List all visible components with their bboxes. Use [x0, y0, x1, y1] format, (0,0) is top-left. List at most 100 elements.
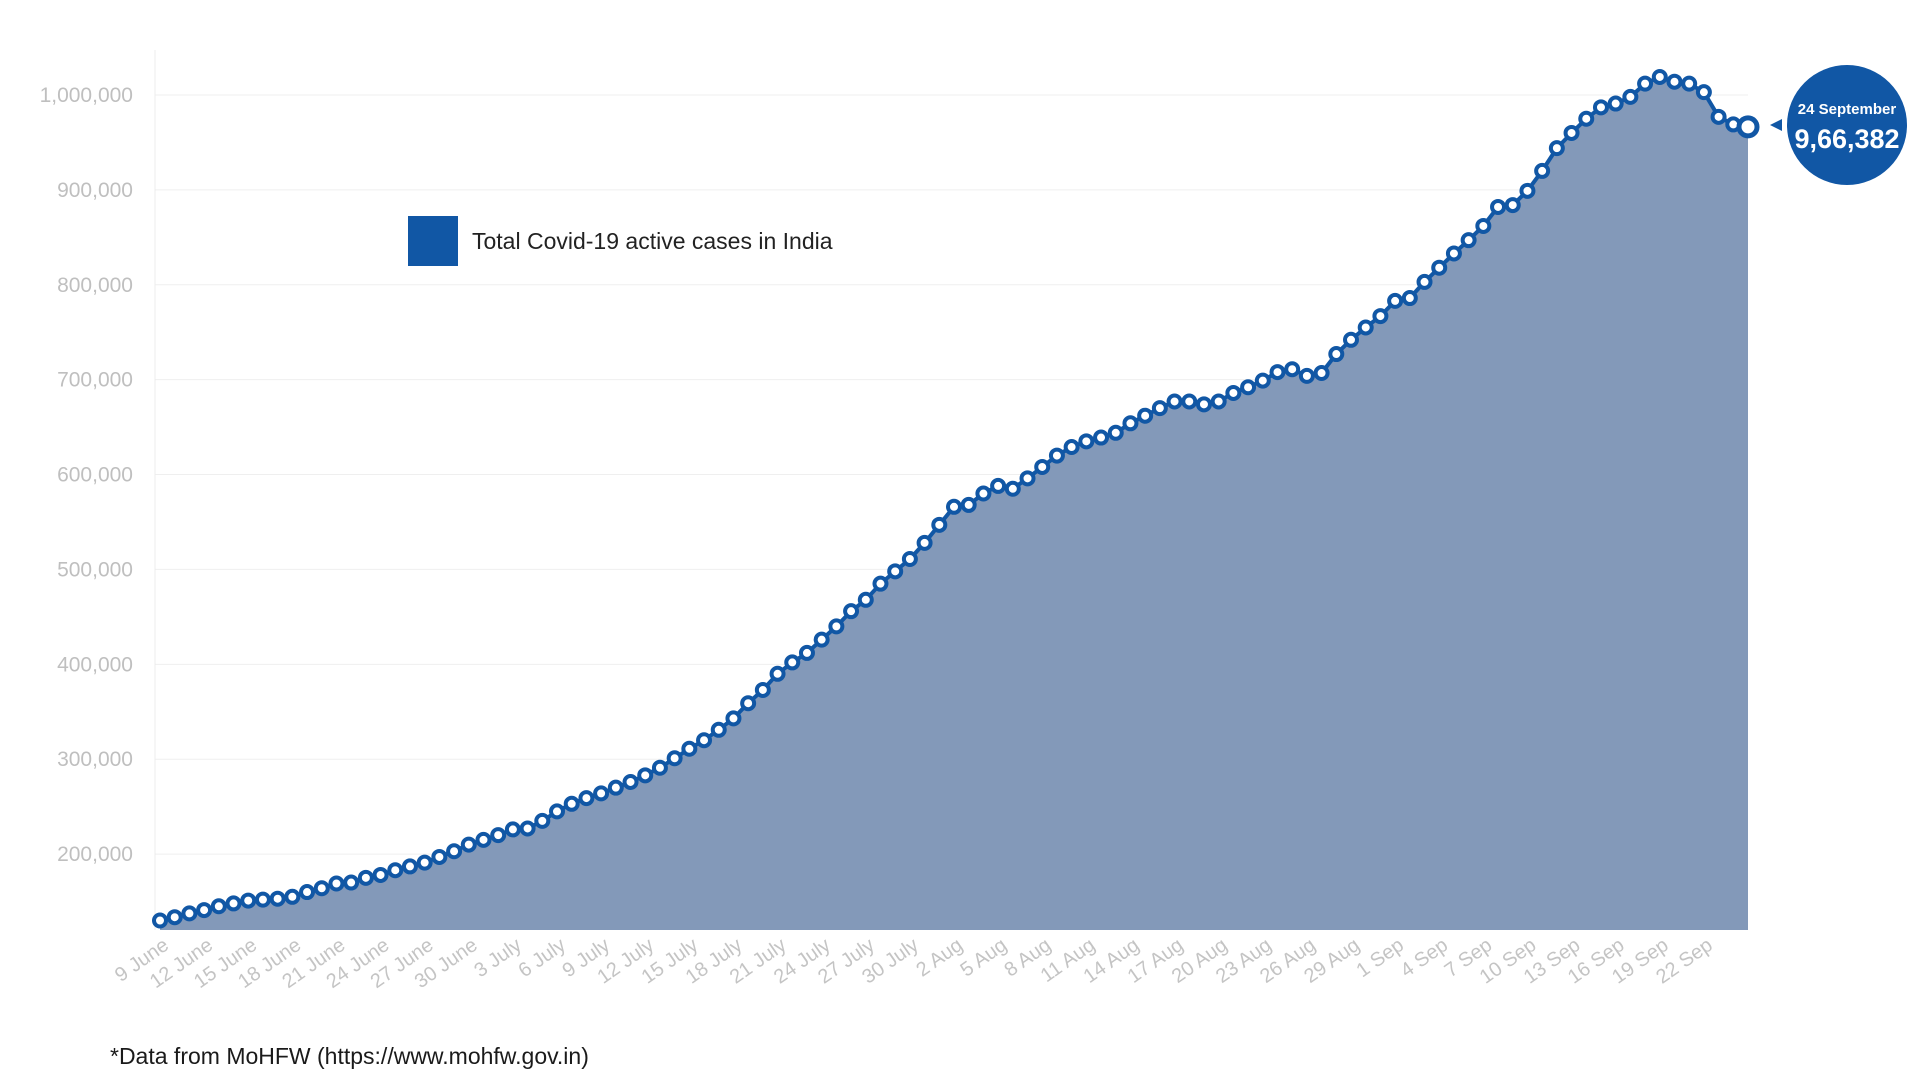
data-point	[637, 767, 654, 784]
data-point	[1592, 99, 1609, 116]
data-point	[1534, 162, 1551, 179]
data-point	[1416, 273, 1433, 290]
data-point	[328, 875, 345, 892]
data-point	[946, 498, 962, 515]
data-point	[710, 721, 727, 738]
data-point	[1490, 198, 1507, 215]
data-point	[622, 773, 639, 790]
data-point	[1607, 95, 1624, 112]
y-tick-label: 200,000	[57, 843, 133, 866]
data-point	[843, 603, 860, 620]
data-point	[931, 516, 948, 533]
x-tick-label: 5 Aug	[956, 934, 1011, 981]
data-point	[387, 862, 404, 879]
y-tick-label: 300,000	[57, 748, 133, 771]
data-point	[798, 644, 815, 661]
data-point	[916, 534, 933, 551]
data-point	[1078, 433, 1095, 450]
data-point	[1137, 407, 1154, 424]
data-point	[431, 848, 448, 865]
data-point	[549, 803, 565, 820]
data-point	[593, 785, 610, 802]
data-point	[651, 759, 668, 776]
callout-circle	[1787, 65, 1907, 185]
data-point	[1519, 182, 1536, 199]
data-point	[534, 812, 551, 829]
data-point	[1328, 346, 1345, 363]
data-point	[1387, 292, 1404, 309]
callout: 24 September 9,66,382	[1770, 65, 1907, 185]
data-point	[460, 836, 477, 853]
y-tick-label: 500,000	[57, 558, 133, 581]
data-point	[769, 665, 786, 682]
data-point	[1048, 447, 1065, 464]
data-point	[696, 732, 713, 749]
data-point	[681, 740, 698, 757]
y-tick-label: 900,000	[57, 179, 133, 202]
y-axis-ticks: 200,000 300,000 400,000 500,000 600,000 700,0…	[40, 84, 133, 866]
y-tick-label: 600,000	[57, 464, 133, 487]
legend: Total Covid-19 active cases in India	[408, 216, 833, 266]
x-tick-label: 3 July	[470, 934, 525, 982]
data-point	[225, 895, 242, 912]
area-fill	[160, 77, 1748, 930]
data-point	[1225, 384, 1242, 401]
legend-swatch	[408, 216, 458, 266]
data-point	[1651, 68, 1668, 85]
data-point	[1357, 319, 1374, 336]
data-point	[1401, 290, 1418, 307]
data-point	[740, 695, 757, 712]
data-point	[357, 869, 374, 886]
data-point	[1269, 364, 1286, 381]
data-point	[299, 884, 316, 901]
data-point	[960, 496, 977, 513]
data-point	[240, 892, 257, 909]
data-point	[975, 485, 992, 502]
data-point	[901, 550, 918, 567]
data-point	[269, 890, 286, 907]
data-point	[1736, 115, 1760, 139]
data-point	[401, 858, 418, 875]
data-point	[872, 575, 889, 592]
source-note: *Data from MoHFW (https://www.mohfw.gov.…	[110, 1043, 589, 1069]
data-point	[1240, 379, 1257, 396]
data-point	[152, 912, 168, 929]
data-point	[1343, 331, 1359, 348]
data-point	[446, 843, 463, 860]
data-point	[372, 866, 389, 883]
data-point	[1313, 365, 1330, 382]
data-point	[784, 654, 801, 671]
data-point	[1563, 124, 1580, 141]
data-point	[519, 820, 536, 837]
data-point	[254, 891, 271, 908]
data-point	[1695, 84, 1712, 101]
data-point	[166, 909, 183, 926]
x-tick-label: 4 Sep	[1397, 934, 1452, 982]
data-point	[1372, 308, 1389, 325]
data-point	[1254, 372, 1271, 389]
data-point	[1004, 480, 1021, 497]
data-point	[1063, 439, 1080, 456]
data-point	[1195, 396, 1212, 413]
data-point	[563, 795, 580, 812]
data-point	[578, 790, 595, 807]
data-point	[828, 618, 845, 635]
data-point	[181, 905, 198, 922]
legend-label: Total Covid-19 active cases in India	[472, 228, 833, 254]
data-point	[210, 898, 227, 915]
data-point	[1210, 393, 1227, 410]
data-point	[1578, 110, 1595, 127]
data-point	[1122, 415, 1139, 432]
callout-date: 24 September	[1798, 101, 1897, 118]
data-point	[1548, 140, 1565, 157]
data-point	[666, 750, 683, 767]
data-point	[754, 681, 771, 698]
data-point	[1093, 429, 1110, 446]
data-point	[1431, 259, 1448, 276]
data-point	[343, 874, 360, 891]
data-point	[1475, 217, 1492, 234]
data-point	[1504, 197, 1521, 214]
data-point	[1019, 470, 1036, 487]
